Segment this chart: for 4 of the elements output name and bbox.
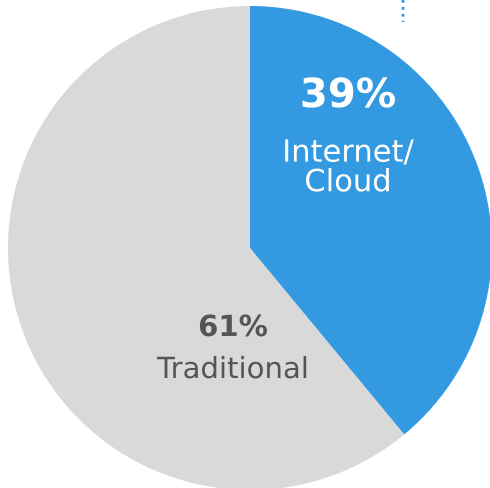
- slice-label: Internet/ Cloud: [285, 139, 414, 192]
- slice-label: Traditional: [156, 356, 306, 378]
- data-label: 61%: [200, 314, 267, 336]
- data-label: 39%: [302, 77, 395, 108]
